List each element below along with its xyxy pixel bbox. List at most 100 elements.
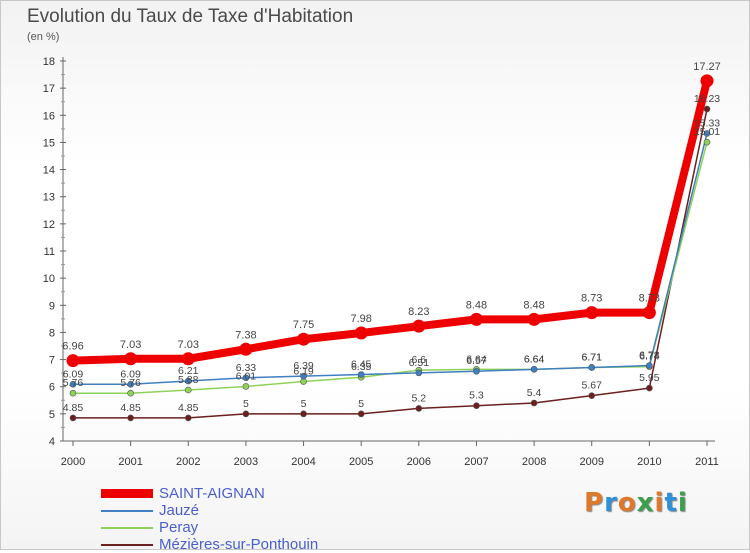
data-point	[181, 352, 195, 366]
data-label: 7.03	[178, 339, 199, 351]
y-tick-label: 5	[49, 409, 55, 421]
data-label: 7.98	[350, 313, 371, 325]
data-label: 6.64	[524, 353, 545, 365]
legend-swatch	[101, 526, 153, 529]
legend-label: Peray	[159, 519, 199, 536]
data-label: 7.38	[235, 329, 256, 341]
y-tick-label: 15	[43, 137, 55, 149]
x-tick-label: 2006	[407, 456, 431, 468]
data-point	[127, 389, 134, 397]
data-label: 5.4	[527, 387, 542, 399]
x-tick-label: 2007	[464, 456, 488, 468]
data-label: 4.85	[178, 402, 199, 414]
legend-swatch	[101, 543, 153, 546]
data-label: 15.33	[694, 117, 720, 129]
data-point	[703, 130, 711, 137]
x-tick-label: 2004	[291, 456, 315, 468]
data-point	[184, 386, 192, 394]
y-tick-label: 6	[49, 382, 55, 394]
data-label: 8.48	[466, 299, 487, 311]
data-point	[184, 377, 192, 385]
data-point	[297, 332, 311, 346]
data-label: 5.2	[412, 392, 427, 404]
logo-letter: i	[654, 488, 665, 518]
y-tick-label: 11	[44, 246, 55, 258]
data-label: 4.85	[63, 402, 84, 414]
data-point	[69, 414, 77, 422]
data-label: 6.57	[466, 355, 487, 367]
legend-item-jauze: Jauzé	[101, 502, 318, 519]
legend-label: Mézières-sur-Ponthouin	[159, 536, 319, 553]
x-tick-label: 2005	[349, 456, 373, 468]
y-tick-label: 17	[43, 83, 55, 95]
data-label: 6.19	[293, 366, 314, 378]
data-point	[527, 312, 541, 326]
legend-item-saint-aignan: SAINT-AIGNAN	[101, 485, 318, 502]
data-label: 5.76	[63, 377, 84, 389]
data-label: 7.03	[120, 339, 141, 351]
y-tick-label: 18	[43, 56, 55, 68]
legend-label: Jauzé	[159, 502, 200, 519]
data-point	[357, 371, 365, 378]
data-point	[242, 383, 250, 390]
x-tick-label: 2008	[522, 456, 546, 468]
y-tick-label: 14	[43, 165, 55, 177]
data-point	[473, 402, 480, 410]
data-label: 6.96	[62, 341, 83, 353]
data-point	[415, 369, 423, 377]
data-point	[646, 384, 653, 392]
data-point	[357, 410, 365, 418]
x-tick-label: 2002	[176, 456, 200, 468]
legend-label: SAINT-AIGNAN	[159, 485, 265, 502]
data-point	[700, 74, 714, 88]
data-label: 6.09	[120, 368, 141, 380]
data-label: 8.73	[639, 293, 660, 305]
data-label: 5.76	[120, 377, 141, 389]
data-label: 6.21	[178, 365, 199, 377]
data-label: 6.71	[582, 351, 603, 363]
y-tick-label: 4	[49, 436, 55, 448]
data-point	[127, 380, 134, 388]
logo-letter: x	[636, 488, 655, 518]
data-label: 6.45	[351, 359, 372, 371]
data-point	[242, 410, 250, 418]
logo-letter: i	[677, 488, 688, 518]
data-label: 17.27	[693, 61, 721, 73]
legend-swatch	[101, 509, 153, 512]
x-tick-label: 2000	[61, 456, 85, 468]
y-tick-label: 16	[43, 110, 55, 122]
data-point	[646, 362, 653, 369]
data-label: 6.39	[293, 360, 314, 372]
data-label: 5.3	[469, 390, 484, 402]
x-tick-label: 2001	[118, 456, 142, 468]
series-line	[72, 79, 711, 365]
data-point	[642, 306, 656, 320]
data-label: 6.33	[236, 362, 257, 374]
proxiti-logo: Proxiti	[584, 488, 688, 518]
y-tick-label: 10	[43, 273, 55, 285]
y-tick-label: 8	[49, 327, 55, 339]
data-label: 6.64	[466, 353, 487, 365]
data-label: 4.85	[120, 402, 141, 414]
legend-item-mezieres: Mézières-sur-Ponthouin	[101, 536, 318, 553]
series-line	[73, 133, 708, 386]
x-tick-label: 2009	[579, 456, 603, 468]
data-point	[66, 354, 80, 368]
data-label: 5	[358, 398, 364, 410]
data-label: 5.88	[178, 374, 199, 386]
x-tick-label: 2003	[234, 456, 258, 468]
legend-swatch	[101, 489, 153, 498]
data-point	[530, 366, 538, 373]
data-label: 5	[243, 398, 249, 410]
data-label: 5.95	[639, 372, 660, 384]
y-tick-label: 12	[43, 219, 55, 231]
data-point	[473, 367, 480, 375]
data-label: 8.48	[523, 299, 544, 311]
data-point	[300, 372, 307, 380]
data-label: 6.78	[639, 350, 660, 362]
data-label: 6.64	[524, 353, 545, 365]
data-label: 8.73	[581, 293, 602, 305]
data-label: 6.09	[63, 368, 84, 380]
